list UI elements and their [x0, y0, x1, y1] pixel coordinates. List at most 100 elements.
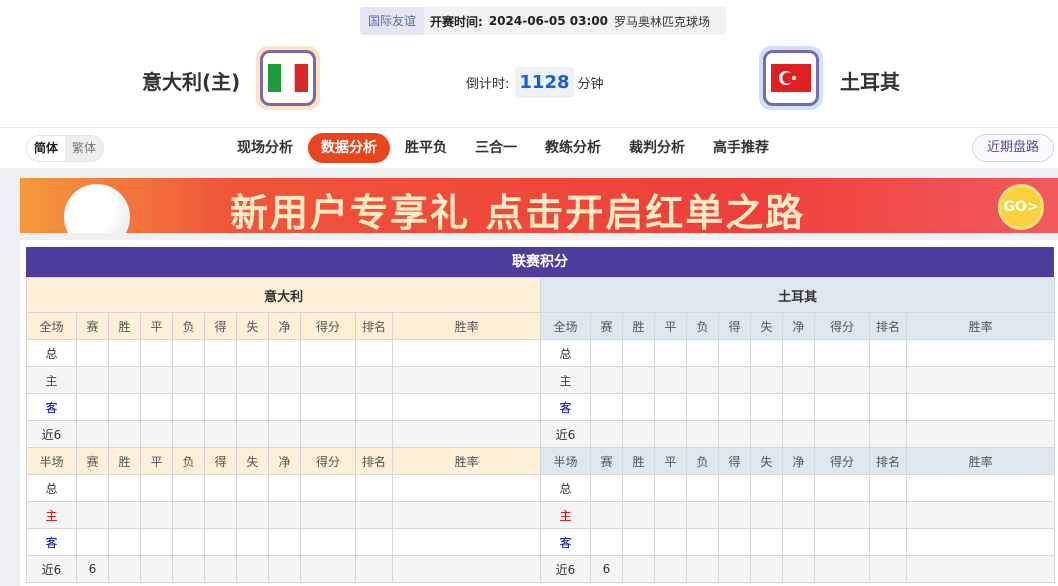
cell	[750, 528, 783, 556]
cell	[140, 420, 173, 448]
cell	[268, 474, 301, 502]
column-header: 负	[686, 447, 719, 475]
lang-traditional[interactable]: 繁体	[65, 136, 104, 161]
cell	[905, 366, 1056, 394]
tab-6[interactable]: 高手推荐	[713, 140, 769, 156]
cell	[905, 393, 1056, 421]
column-header: 平	[140, 312, 173, 340]
go-button[interactable]: GO>	[998, 184, 1044, 230]
column-header-row: 半场赛胜平负得失净得分 排名 胜率	[540, 447, 1056, 475]
lang-simplified[interactable]: 简体	[27, 136, 66, 161]
column-header: 平	[654, 312, 687, 340]
table-row: 总	[26, 339, 542, 367]
cell	[391, 528, 542, 556]
cell	[869, 555, 907, 583]
tab-1[interactable]: 数据分析	[308, 133, 390, 163]
recent-handicap-button[interactable]: 近期盘路	[971, 134, 1054, 162]
cell	[869, 501, 907, 529]
table-row: 近6 6	[540, 555, 1056, 583]
column-header-row: 半场赛胜平负得失净得分 排名 胜率	[26, 447, 542, 475]
cell	[622, 555, 655, 583]
promo-banner[interactable]: 新用户专享礼 点击开启红单之路 GO>	[20, 178, 1058, 233]
cell	[622, 393, 655, 421]
cell	[622, 420, 655, 448]
countdown-label: 倒计时:	[466, 77, 510, 92]
cell	[905, 528, 1056, 556]
column-header: 得分	[300, 447, 356, 475]
table-row: 总	[540, 339, 1056, 367]
team-header: 土耳其	[539, 277, 1056, 313]
cell	[686, 474, 719, 502]
cell	[814, 366, 870, 394]
home-flag[interactable]	[256, 46, 320, 110]
league-label[interactable]: 国际友谊	[360, 7, 425, 35]
tab-4[interactable]: 教练分析	[545, 140, 601, 156]
soccer-ball-icon	[64, 184, 130, 233]
countdown-unit: 分钟	[577, 77, 604, 92]
cell	[355, 393, 393, 421]
cell	[140, 366, 173, 394]
cell	[686, 420, 719, 448]
cell	[76, 420, 109, 448]
cell	[300, 393, 356, 421]
column-header: 赛	[590, 312, 623, 340]
team-header: 意大利	[25, 277, 542, 313]
column-header: 排名	[355, 447, 393, 475]
row-label: 客	[540, 528, 591, 556]
home-standings: 意大利 全场赛胜平负得失净得分 排名 胜率总主客近6 半场赛胜平负得失净得分 排名 胜率总主…	[25, 277, 542, 583]
cell	[782, 501, 815, 529]
cell	[814, 501, 870, 529]
table-row: 主	[26, 366, 542, 394]
cell	[814, 420, 870, 448]
away-flag[interactable]	[759, 46, 823, 110]
cell	[76, 501, 109, 529]
cell	[654, 474, 687, 502]
cell	[869, 366, 907, 394]
cell	[391, 555, 542, 583]
cell	[654, 528, 687, 556]
row-label: 近6	[540, 555, 591, 583]
table-row: 客	[540, 528, 1056, 556]
tab-2[interactable]: 胜平负	[405, 140, 447, 156]
row-label: 主	[540, 501, 591, 529]
cell	[236, 339, 269, 367]
cell	[782, 420, 815, 448]
cell	[204, 501, 237, 529]
column-header: 胜率	[905, 447, 1056, 475]
cell	[108, 501, 141, 529]
tab-3[interactable]: 三合一	[475, 140, 517, 156]
cell	[622, 528, 655, 556]
cell	[869, 528, 907, 556]
cell	[108, 420, 141, 448]
row-label: 总	[540, 474, 591, 502]
column-header: 得分	[814, 312, 870, 340]
away-team-name: 土耳其	[840, 70, 900, 94]
cell	[204, 393, 237, 421]
cell	[108, 339, 141, 367]
cell	[718, 555, 751, 583]
column-header: 排名	[355, 312, 393, 340]
cell	[108, 474, 141, 502]
column-header: 胜率	[391, 312, 542, 340]
tab-0[interactable]: 现场分析	[237, 140, 293, 156]
cell	[140, 339, 173, 367]
cell	[590, 393, 623, 421]
cell	[108, 555, 141, 583]
column-header: 平	[140, 447, 173, 475]
cell	[654, 393, 687, 421]
cell	[622, 339, 655, 367]
cell	[140, 555, 173, 583]
column-header: 赛	[590, 447, 623, 475]
tab-5[interactable]: 裁判分析	[629, 140, 685, 156]
column-header: 失	[750, 312, 783, 340]
table-row: 客	[26, 393, 542, 421]
cell	[236, 501, 269, 529]
row-label: 总	[540, 339, 591, 367]
cell	[718, 366, 751, 394]
column-header: 得	[718, 447, 751, 475]
cell	[814, 555, 870, 583]
cell	[172, 474, 205, 502]
cell	[268, 528, 301, 556]
cell	[590, 366, 623, 394]
cell	[718, 393, 751, 421]
